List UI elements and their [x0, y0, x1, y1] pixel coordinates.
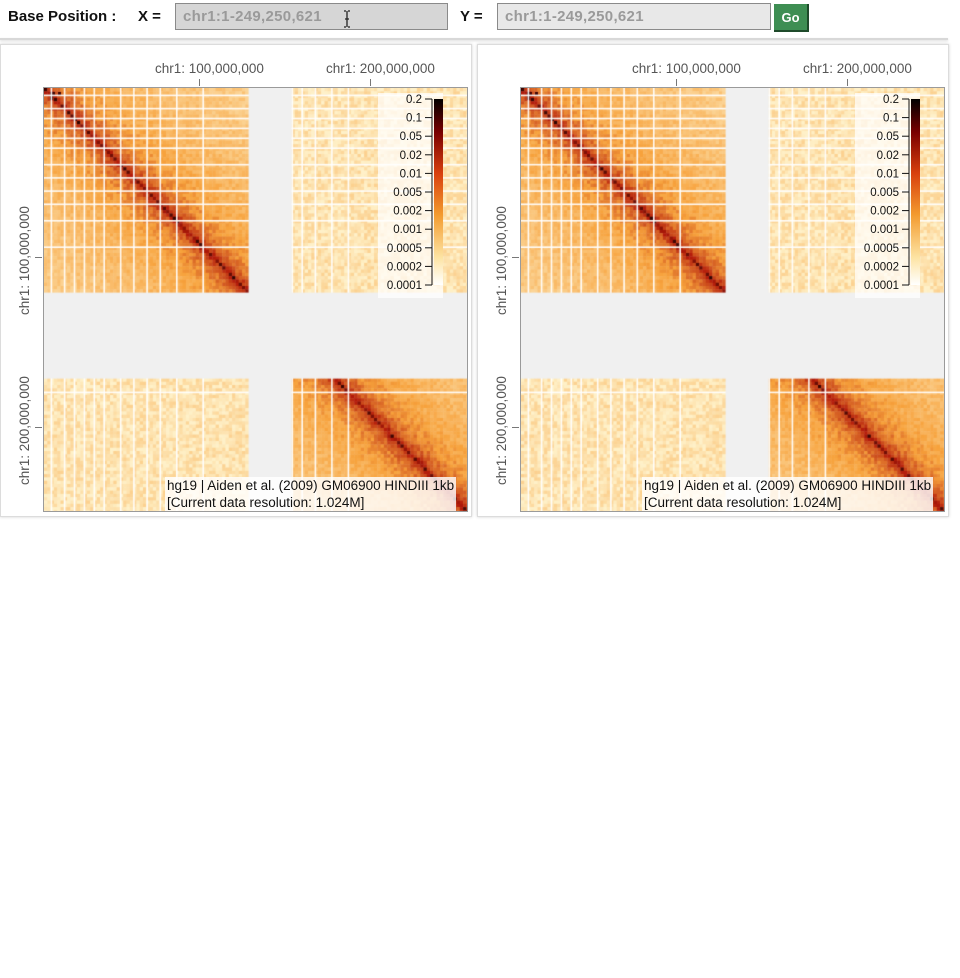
- heatmap-panel-right[interactable]: chr1: 100,000,000 chr1: 200,000,000 chr1…: [477, 44, 949, 517]
- go-button[interactable]: Go: [774, 4, 809, 32]
- x-label: X =: [138, 8, 161, 25]
- y-tick-mark: [512, 257, 519, 258]
- x-position-input[interactable]: [175, 3, 448, 30]
- dataset-title: hg19 | Aiden et al. (2009) GM06900 HINDI…: [644, 478, 932, 493]
- legend-tick-label: 0.0002: [864, 261, 899, 273]
- legend-tick-label: 0.002: [870, 206, 899, 218]
- legend-tick-label: 0.0005: [864, 243, 899, 255]
- color-gradient: [911, 99, 921, 285]
- legend-tick-label: 0.1: [406, 113, 422, 125]
- x-tick-mark: [370, 79, 371, 86]
- legend-tick-label: 0.02: [400, 150, 422, 162]
- y-tick-mark: [35, 257, 42, 258]
- y-tick-mark: [35, 427, 42, 428]
- color-scale-legend: 0.2 0.1 0.05 0.02 0.01 0.005 0.002 0.001 0.0005 0…: [855, 93, 935, 298]
- y-tick-label: chr1: 100,000,000: [17, 206, 32, 315]
- heatmap-panel-left[interactable]: chr1: 100,000,000 chr1: 200,000,000 chr1…: [0, 44, 472, 517]
- y-tick-label: chr1: 200,000,000: [17, 376, 32, 485]
- legend-tick-label: 0.005: [870, 187, 899, 199]
- legend-tick-label: 0.01: [400, 168, 422, 180]
- x-tick-label: chr1: 100,000,000: [632, 61, 741, 76]
- legend-tick-label: 0.0005: [387, 243, 422, 255]
- legend-tick-label: 0.05: [877, 131, 899, 143]
- toolbar: Base Position : X = Y = Go: [0, 0, 960, 38]
- text-cursor-icon: [344, 10, 350, 28]
- x-tick-label: chr1: 200,000,000: [326, 61, 435, 76]
- x-tick-mark: [676, 79, 677, 86]
- legend-tick-label: 0.0002: [387, 261, 422, 273]
- data-resolution: [Current data resolution: 1.024M]: [167, 495, 365, 510]
- legend-tick-label: 0.01: [877, 168, 899, 180]
- legend-tick-label: 0.0001: [387, 280, 422, 292]
- legend-tick-label: 0.002: [393, 206, 422, 218]
- x-tick-label: chr1: 200,000,000: [803, 61, 912, 76]
- y-position-input[interactable]: [497, 3, 771, 30]
- dataset-info: hg19 | Aiden et al. (2009) GM06900 HINDI…: [165, 477, 457, 511]
- legend-tick-label: 0.2: [883, 94, 899, 106]
- legend-tick-label: 0.1: [883, 113, 899, 125]
- base-position-label: Base Position :: [8, 8, 117, 25]
- legend-tick-label: 0.0001: [864, 280, 899, 292]
- legend-tick-label: 0.001: [393, 224, 422, 236]
- x-tick-label: chr1: 100,000,000: [155, 61, 264, 76]
- y-tick-mark: [512, 427, 519, 428]
- dataset-title: hg19 | Aiden et al. (2009) GM06900 HINDI…: [167, 478, 455, 493]
- x-tick-mark: [199, 79, 200, 86]
- x-tick-mark: [847, 79, 848, 86]
- y-label: Y =: [460, 8, 483, 25]
- legend-tick-label: 0.05: [400, 131, 422, 143]
- color-scale-bar: 0.2 0.1 0.05 0.02 0.01 0.005 0.002 0.001 0.0005 0…: [387, 94, 458, 292]
- color-gradient: [434, 99, 444, 285]
- legend-tick-label: 0.02: [877, 150, 899, 162]
- y-tick-label: chr1: 100,000,000: [494, 206, 509, 315]
- color-scale-bar: 0.2 0.1 0.05 0.02 0.01 0.005 0.002 0.001 0.0005 0…: [864, 94, 935, 292]
- y-tick-label: chr1: 200,000,000: [494, 376, 509, 485]
- legend-tick-label: 0.2: [406, 94, 422, 106]
- toolbar-divider: [0, 38, 948, 40]
- data-resolution: [Current data resolution: 1.024M]: [644, 495, 842, 510]
- color-scale-legend: 0.2 0.1 0.05 0.02 0.01 0.005 0.002 0.001 0.0005 0…: [378, 93, 458, 298]
- legend-tick-label: 0.005: [393, 187, 422, 199]
- legend-tick-label: 0.001: [870, 224, 899, 236]
- dataset-info: hg19 | Aiden et al. (2009) GM06900 HINDI…: [642, 477, 934, 511]
